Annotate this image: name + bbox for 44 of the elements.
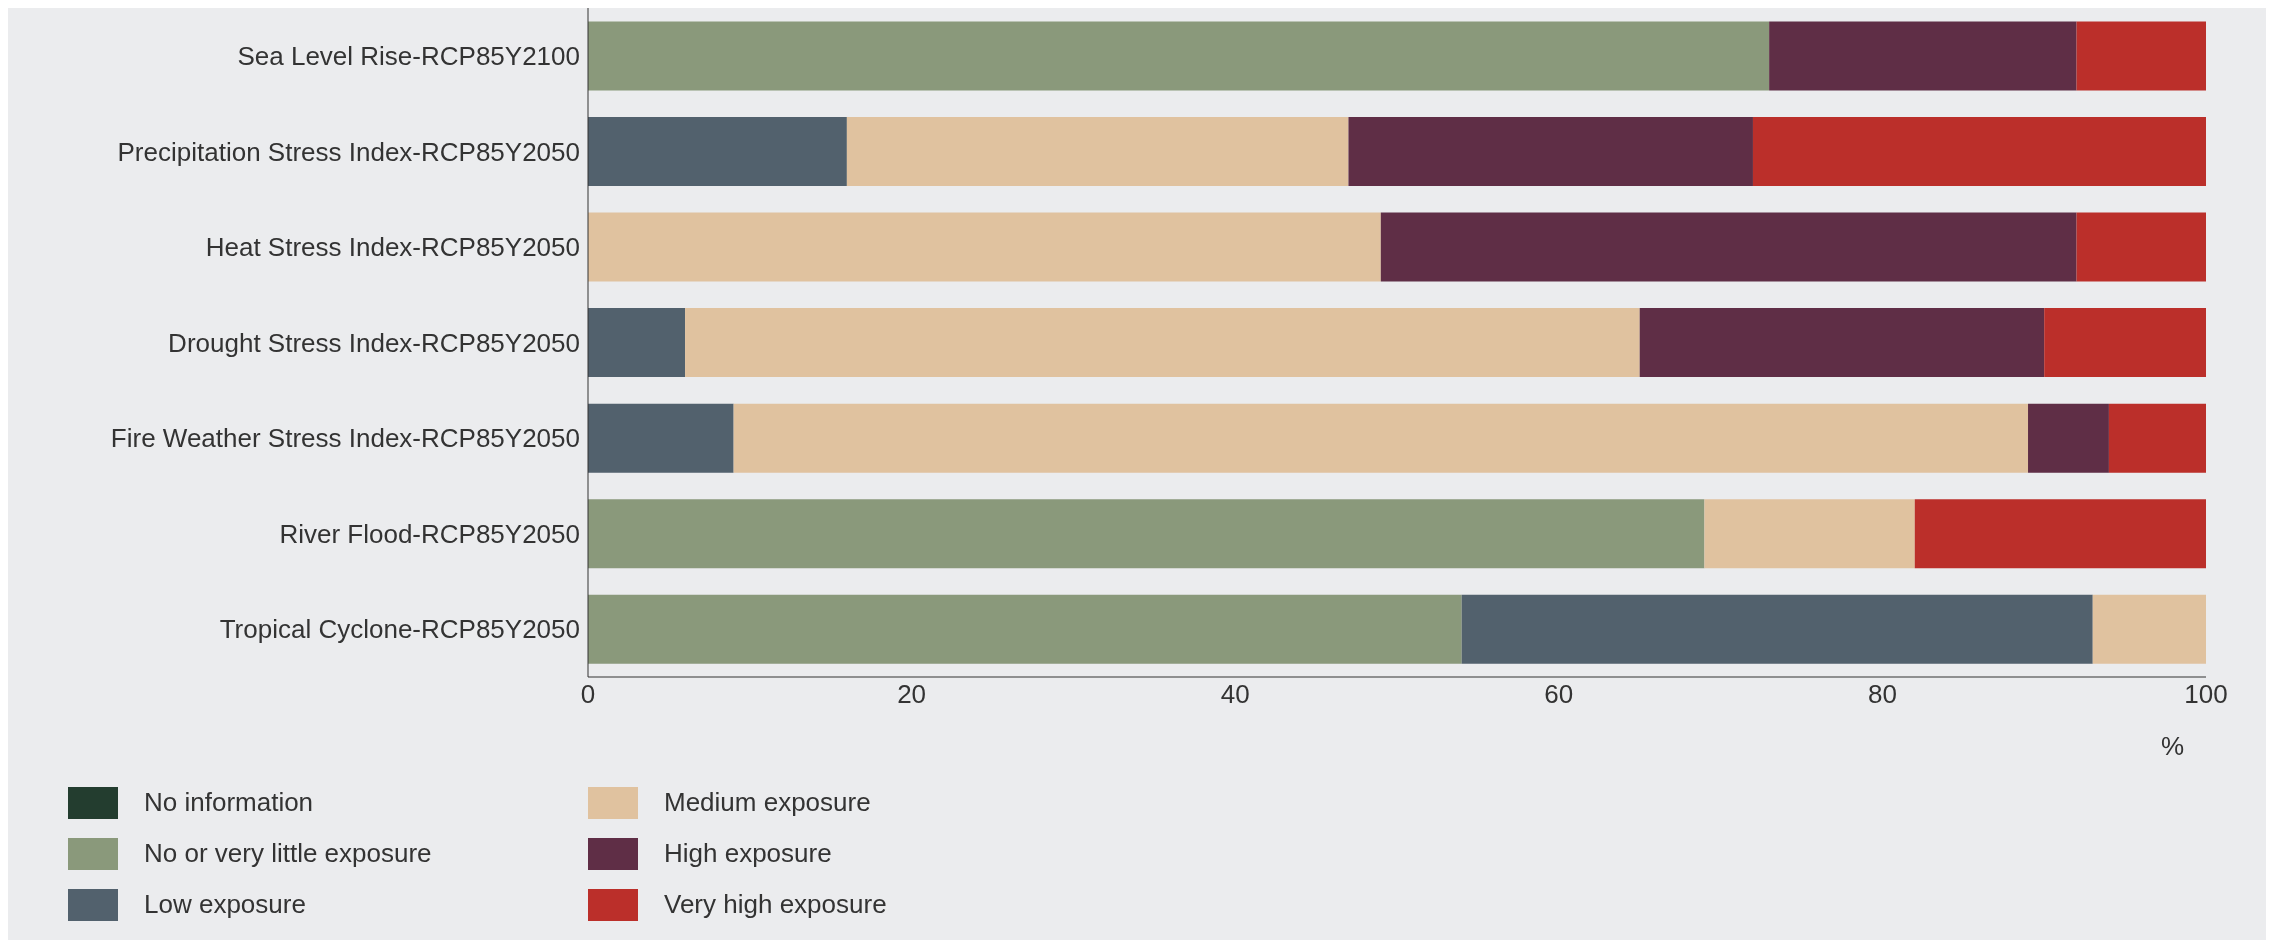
bar: [588, 116, 847, 186]
bar: [846, 116, 1349, 186]
bar: [2076, 212, 2206, 282]
y-tick-label: Precipitation Stress Index-RCP85Y2050: [117, 136, 580, 167]
y-tick-label: Fire Weather Stress Index-RCP85Y2050: [110, 423, 580, 454]
x-tick-label: 80: [1867, 679, 1897, 710]
x-tick-label: 60: [1544, 679, 1574, 710]
bar: [1639, 308, 2045, 378]
bar: [733, 403, 2029, 473]
bar: [2028, 403, 2109, 473]
y-tick-label: Heat Stress Index-RCP85Y2050: [205, 232, 580, 263]
legend-label: No information: [144, 787, 314, 818]
bar: [1380, 212, 2077, 282]
x-tick-label: 40: [1220, 679, 1250, 710]
bar: [1348, 116, 1753, 186]
bar: [1704, 499, 1915, 569]
bar: [2076, 21, 2206, 91]
bar: [2092, 594, 2206, 664]
bar: [1769, 21, 2077, 91]
y-tick-label: Drought Stress Index-RCP85Y2050: [168, 327, 580, 358]
bar: [588, 594, 1462, 664]
bar: [1752, 116, 2206, 186]
bar: [2108, 403, 2206, 473]
y-tick-label: River Flood-RCP85Y2050: [279, 518, 580, 549]
x-axis-title: %: [2160, 731, 2184, 761]
bar: [1914, 499, 2206, 569]
legend-label: No or very little exposure: [144, 838, 432, 869]
x-tick-label: 0: [580, 679, 596, 710]
bar: [588, 499, 1705, 569]
bar: [1461, 594, 2093, 664]
y-tick-label: Sea Level Rise-RCP85Y2100: [237, 41, 580, 72]
bar: [588, 308, 686, 378]
bar: [588, 403, 734, 473]
legend-label: Medium exposure: [664, 787, 871, 818]
x-tick-label: 100: [2184, 679, 2228, 710]
x-tick-label: 20: [897, 679, 927, 710]
y-tick-label: Tropical Cyclone-RCP85Y2050: [219, 614, 580, 645]
legend-label: Low exposure: [144, 889, 306, 920]
bar: [588, 212, 1381, 282]
bar: [588, 21, 1770, 91]
bar: [2044, 308, 2206, 378]
legend-label: High exposure: [664, 838, 832, 869]
bar: [685, 308, 1640, 378]
legend-label: Very high exposure: [664, 889, 887, 920]
